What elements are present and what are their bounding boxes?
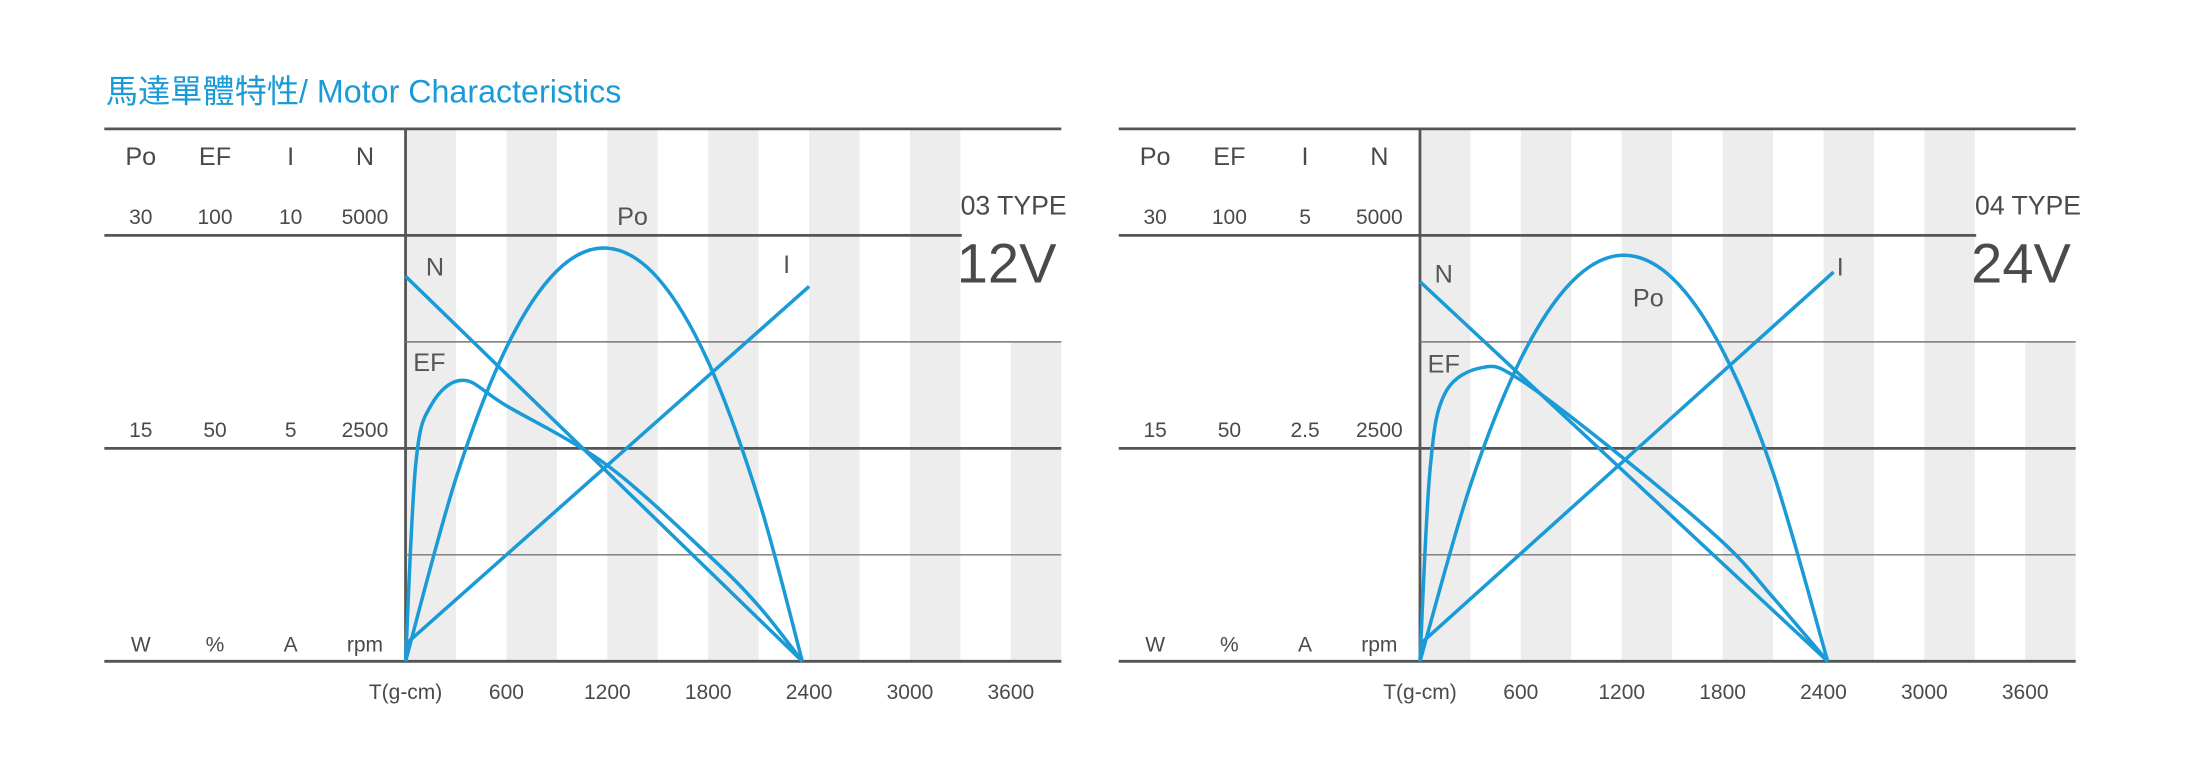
- axis-unit: rpm: [347, 633, 383, 656]
- stripe: [708, 128, 759, 662]
- stripe: [506, 128, 557, 662]
- stripe: [1823, 128, 1874, 662]
- series-label: N: [426, 254, 444, 282]
- stripe: [2025, 341, 2076, 662]
- series-line: [403, 378, 804, 663]
- x-tick-label: 3600: [987, 681, 1034, 704]
- stripe: [1520, 128, 1572, 662]
- axis-name: I: [287, 143, 294, 171]
- model-label: 03 TYPE: [961, 190, 1067, 220]
- series-line: [403, 246, 805, 662]
- series-label: I: [1837, 254, 1844, 282]
- axis-name: I: [1302, 143, 1309, 171]
- x-tick-label: 3000: [1901, 681, 1948, 704]
- stripe: [1722, 128, 1774, 662]
- y-tick-label: 100: [1212, 206, 1247, 229]
- x-axis-label: T(g-cm): [369, 681, 442, 704]
- stripe: [1621, 128, 1673, 662]
- axis-unit: W: [1145, 633, 1165, 656]
- series-label: I: [783, 251, 790, 279]
- y-tick-label: 2.5: [1290, 419, 1319, 442]
- stripe: [1010, 341, 1062, 662]
- y-tick-label: 50: [1218, 419, 1241, 442]
- x-tick-label: 1200: [1598, 681, 1645, 704]
- series-label: EF: [413, 349, 445, 377]
- axis-unit: W: [131, 633, 151, 656]
- axis-unit: %: [206, 633, 225, 656]
- y-tick-label: 2500: [342, 419, 389, 442]
- voltage-label: 12V: [957, 231, 1057, 294]
- axis-name: Po: [125, 143, 156, 171]
- x-tick-label: 600: [489, 681, 524, 704]
- x-tick-label: 1800: [1699, 681, 1746, 704]
- x-tick-label: 2400: [1800, 681, 1847, 704]
- stripe: [909, 128, 961, 662]
- series-line: [1418, 364, 1830, 663]
- axis-name: EF: [199, 143, 231, 171]
- model-label: 04 TYPE: [1975, 190, 2081, 220]
- x-tick-label: 3600: [2002, 681, 2049, 704]
- axis-unit: A: [1298, 633, 1312, 656]
- axis-name: EF: [1213, 143, 1245, 171]
- axis-name: Po: [1140, 143, 1171, 171]
- series-label: Po: [1633, 284, 1664, 312]
- y-tick-label: 15: [1143, 419, 1166, 442]
- x-tick-label: 3000: [887, 681, 934, 704]
- y-tick-label: 2500: [1356, 419, 1403, 442]
- y-tick-label: 100: [197, 206, 232, 229]
- stripe: [809, 128, 860, 662]
- x-tick-label: 1200: [584, 681, 631, 704]
- page-title: 馬達單體特性/ Motor Characteristics: [106, 73, 622, 109]
- y-tick-label: 5000: [1356, 206, 1403, 229]
- stripe: [1924, 128, 1975, 662]
- series-label: EF: [1428, 350, 1460, 378]
- x-tick-label: 1800: [685, 681, 732, 704]
- x-tick-label: 2400: [786, 681, 833, 704]
- series-line: [1418, 270, 1835, 646]
- stripe: [607, 128, 658, 662]
- series-label: N: [1435, 261, 1453, 289]
- series-line: [1418, 253, 1830, 662]
- y-tick-label: 15: [129, 419, 152, 442]
- axis-unit: %: [1220, 633, 1239, 656]
- y-tick-label: 30: [1143, 206, 1166, 229]
- y-tick-label: 50: [203, 419, 226, 442]
- series-label: Po: [617, 203, 648, 231]
- voltage-label: 24V: [1971, 231, 2071, 294]
- axis-name: N: [1370, 143, 1388, 171]
- series-line: [1418, 280, 1829, 663]
- y-tick-label: 10: [279, 206, 302, 229]
- stripe: [405, 128, 456, 662]
- x-axis-label: T(g-cm): [1383, 681, 1456, 704]
- y-tick-label: 5: [285, 419, 297, 442]
- y-tick-label: 30: [129, 206, 152, 229]
- x-tick-label: 600: [1503, 681, 1538, 704]
- y-tick-label: 5000: [342, 206, 389, 229]
- y-tick-label: 5: [1299, 206, 1311, 229]
- axis-unit: rpm: [1361, 633, 1397, 656]
- axis-unit: A: [284, 633, 298, 656]
- axis-name: N: [356, 143, 374, 171]
